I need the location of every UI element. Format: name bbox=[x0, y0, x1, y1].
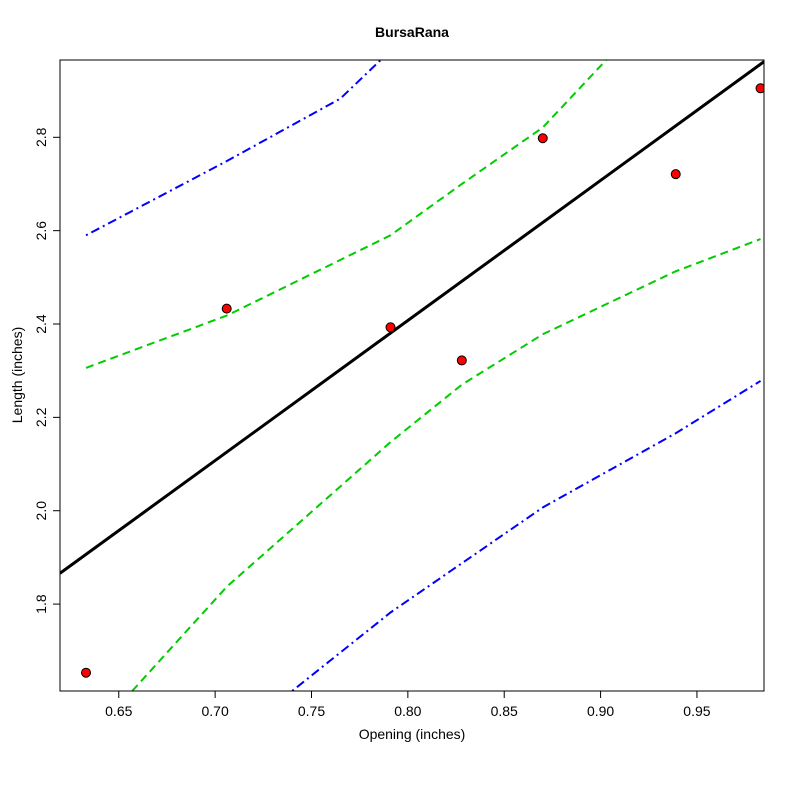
data-point bbox=[670, 169, 681, 180]
x-axis-label: Opening (inches) bbox=[359, 726, 466, 742]
plot-frame bbox=[59, 59, 765, 692]
x-tick-label: 0.95 bbox=[683, 703, 710, 719]
data-point bbox=[81, 667, 92, 678]
confidence-band-lower bbox=[131, 238, 761, 691]
y-axis-label: Length (inches) bbox=[9, 327, 25, 424]
y-tick-label: 2.8 bbox=[33, 127, 49, 147]
chart-title: BursaRana bbox=[375, 24, 449, 40]
data-point bbox=[755, 83, 764, 94]
plot-area bbox=[60, 60, 764, 691]
x-tick-label: 0.70 bbox=[202, 703, 229, 719]
data-point bbox=[456, 355, 467, 366]
prediction-band-lower bbox=[291, 380, 762, 691]
y-tick-label: 2.2 bbox=[33, 407, 49, 427]
prediction-band-upper bbox=[85, 60, 382, 237]
y-axis: 1.8 2.0 2.2 2.4 2.6 2.8 bbox=[33, 127, 60, 614]
y-tick-label: 1.8 bbox=[33, 594, 49, 614]
confidence-band-upper bbox=[85, 60, 608, 369]
regression-line bbox=[60, 60, 764, 575]
x-tick-label: 0.85 bbox=[491, 703, 518, 719]
data-point bbox=[221, 303, 232, 314]
x-tick-label: 0.90 bbox=[587, 703, 614, 719]
x-tick-label: 0.65 bbox=[105, 703, 132, 719]
y-tick-label: 2.4 bbox=[33, 314, 49, 334]
data-point bbox=[537, 133, 548, 144]
y-tick-label: 2.0 bbox=[33, 501, 49, 521]
y-tick-label: 2.6 bbox=[33, 221, 49, 241]
x-axis: 0.65 0.70 0.75 0.80 0.85 0.90 0.95 bbox=[105, 691, 711, 719]
x-tick-label: 0.80 bbox=[394, 703, 421, 719]
x-tick-label: 0.75 bbox=[298, 703, 325, 719]
data-point bbox=[385, 322, 396, 333]
